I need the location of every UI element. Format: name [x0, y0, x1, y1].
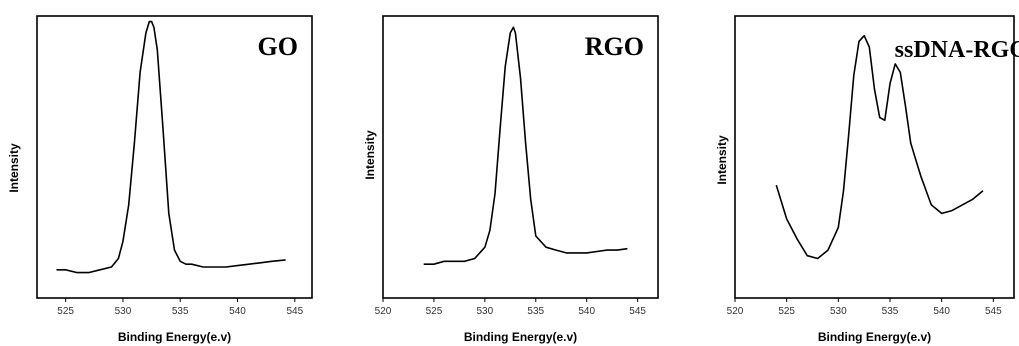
- y-axis-label: Intensity: [7, 143, 21, 193]
- spectrum-line: [423, 26, 628, 265]
- plot-frame: [36, 15, 313, 299]
- x-tick-label: 540: [229, 306, 246, 317]
- x-tick-label: 535: [527, 306, 544, 317]
- plot-frame: [734, 15, 1015, 299]
- x-axis-label: Binding Energy(e.v): [464, 330, 577, 344]
- y-axis-label: Intensity: [715, 135, 729, 185]
- x-axis-label: Binding Energy(e.v): [118, 330, 231, 344]
- x-tick-label: 530: [477, 306, 494, 317]
- x-axis-label: Binding Energy(e.v): [818, 330, 931, 344]
- x-tick-label: 525: [778, 306, 795, 317]
- spectrum-line: [775, 34, 984, 260]
- x-tick-label: 545: [286, 306, 303, 317]
- x-tick-label: 540: [578, 306, 595, 317]
- x-tick-label: 535: [172, 306, 189, 317]
- panel-title: ssDNA-RGO: [895, 37, 1019, 63]
- y-axis-label: Intensity: [363, 130, 377, 180]
- chart-panel-1: 525 530 535 540 545 Binding Energy(e.v) Intens…: [7, 15, 313, 344]
- x-tick-label: 530: [830, 306, 847, 317]
- x-tick-label: 545: [629, 306, 646, 317]
- x-tick-label: 530: [115, 306, 132, 317]
- x-tick-label: 520: [727, 306, 744, 317]
- x-tick-label: 525: [57, 306, 74, 317]
- x-tick-label: 535: [882, 306, 899, 317]
- chart-panel-2: 520 525 530 535 540 545 Binding Energy(e.v) Int…: [363, 15, 659, 344]
- plot-frame: [382, 15, 659, 299]
- x-tick-label: 545: [985, 306, 1002, 317]
- x-tick-label: 525: [426, 306, 443, 317]
- panel-title: RGO: [585, 32, 644, 61]
- x-tick-label: 520: [375, 306, 392, 317]
- chart-panel-3: 520 525 530 535 540 545 Binding Energy(e.v) Int…: [715, 15, 1019, 344]
- x-tick-label: 540: [933, 306, 950, 317]
- panel-title: GO: [258, 32, 298, 61]
- spectrum-line: [56, 20, 286, 274]
